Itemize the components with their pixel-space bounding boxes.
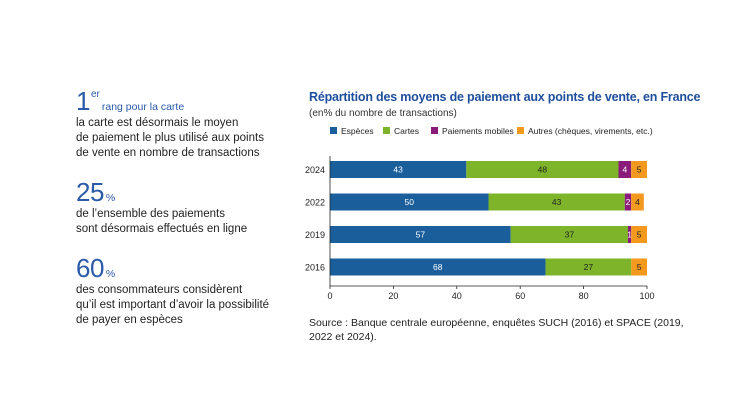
key-figure-number: 1 — [76, 86, 90, 116]
data-label: 5 — [637, 230, 642, 240]
key-figure-line: qu’il est important d’avoir la possibili… — [76, 299, 270, 311]
data-label: 48 — [538, 165, 548, 175]
category-label: 2022 — [305, 198, 325, 208]
data-label: 43 — [393, 165, 403, 175]
bar-segment — [631, 161, 647, 178]
bar-segment — [631, 226, 647, 243]
key-figure-unit: rang pour la carte — [101, 101, 185, 113]
key-figure-unit: % — [105, 192, 116, 204]
data-label: 2 — [626, 197, 631, 207]
data-label: 27 — [584, 262, 594, 272]
bar-segment — [618, 161, 632, 178]
legend-label: Autres (chèques, virements, etc.) — [528, 126, 653, 136]
x-tick-label: 0 — [327, 291, 332, 301]
key-figure-line: de vente en nombre de transactions — [76, 147, 260, 159]
key-figure-line: de l’ensemble des paiements — [76, 208, 225, 220]
legend-swatch — [330, 127, 337, 134]
legend-swatch — [517, 127, 524, 134]
category-label: 2024 — [305, 165, 325, 175]
x-tick-label: 60 — [515, 291, 525, 301]
key-figure-line: de payer en espèces — [76, 314, 183, 326]
chart-title: Répartition des moyens de paiement aux p… — [309, 90, 701, 104]
key-figure-value: 60% — [76, 255, 286, 281]
key-figure-description: des consommateurs considèrent qu’il est i… — [76, 283, 286, 328]
key-figure-line: la carte est désormais le moyen — [76, 117, 239, 129]
bar-segment — [631, 258, 647, 276]
key-figure: 1errang pour la carte la carte est désorm… — [76, 88, 286, 161]
source-note: Source : Banque centrale européenne, enq… — [309, 317, 684, 343]
legend-label: Cartes — [394, 126, 419, 136]
data-label: 50 — [405, 197, 415, 207]
key-figure-unit: % — [105, 268, 116, 280]
key-figure-value: 1errang pour la carte — [76, 88, 286, 114]
bar-segment — [627, 226, 632, 243]
chart-subtitle: (en% du nombre de transactions) — [309, 108, 457, 119]
x-tick-label: 40 — [452, 291, 462, 301]
x-tick-label: 80 — [579, 291, 589, 301]
stacked-bar-chart: Espèces Cartes Paiements mobiles Autres (ch… — [305, 126, 655, 301]
bar-segment — [330, 161, 467, 178]
key-figure-line: des consommateurs considèrent — [76, 284, 243, 296]
key-figure: 25% de l’ensemble des paiements sont désor… — [76, 179, 286, 237]
bar-segment — [624, 193, 632, 211]
legend-swatch — [431, 127, 438, 134]
x-tick-label: 100 — [639, 291, 654, 301]
legend-label: Paiements mobiles — [442, 126, 514, 136]
key-figures: 1errang pour la carte la carte est désorm… — [76, 88, 286, 346]
legend-label: Espèces — [341, 126, 374, 136]
bar-segment — [510, 226, 628, 243]
key-figure-number: 60 — [76, 253, 104, 283]
data-label: 4 — [635, 197, 640, 207]
x-tick-label: 20 — [388, 291, 398, 301]
bar-segment — [330, 226, 511, 243]
bar-segment — [330, 193, 489, 211]
key-figure-number: 25 — [76, 177, 104, 207]
key-figure-description: la carte est désormais le moyen de paieme… — [76, 116, 286, 161]
bar-segment — [330, 258, 546, 276]
bar-segment — [466, 161, 619, 178]
key-figure-line: sont désormais effectués en ligne — [76, 223, 248, 235]
data-label: 37 — [565, 230, 575, 240]
key-figure-description: de l’ensemble des paiements sont désormai… — [76, 207, 286, 237]
legend-swatch — [383, 127, 390, 134]
category-label: 2016 — [305, 263, 325, 273]
key-figure-superscript: er — [90, 89, 100, 100]
data-label: 68 — [433, 262, 443, 272]
category-label: 2019 — [305, 230, 325, 240]
key-figure-line: de paiement le plus utilisé aux points — [76, 132, 264, 144]
bar-segment — [545, 258, 632, 276]
data-label: 1 — [627, 230, 632, 240]
data-label: 5 — [637, 165, 642, 175]
data-label: 4 — [622, 165, 627, 175]
bar-segment — [631, 193, 644, 211]
data-label: 5 — [637, 262, 642, 272]
data-label: 57 — [416, 230, 426, 240]
data-label: 43 — [552, 197, 562, 207]
bar-segment — [488, 193, 625, 211]
key-figure: 60% des consommateurs considèrent qu’il es… — [76, 255, 286, 328]
key-figure-value: 25% — [76, 179, 286, 205]
